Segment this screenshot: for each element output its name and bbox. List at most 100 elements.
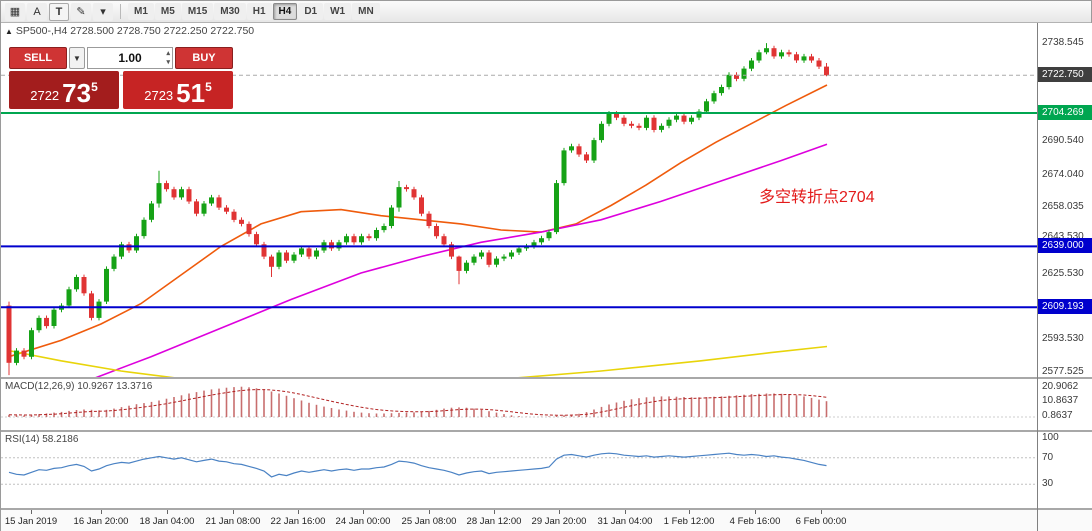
price-axis-rsi: 100 70 30 (1038, 432, 1092, 508)
sell-price-tile[interactable]: 2722 73 5 (9, 71, 119, 109)
time-axis-tick (31, 510, 32, 514)
volume-input[interactable]: 1.00 ▴ ▾ (87, 47, 173, 69)
buy-price-small: 2723 (144, 88, 174, 103)
rsi-label: RSI(14) 58.2186 (5, 434, 79, 445)
time-axis-tick (167, 510, 168, 514)
panel-separator[interactable] (1, 508, 1037, 510)
timeframe-button-m5[interactable]: M5 (154, 3, 181, 20)
timeframe-button-mn[interactable]: MN (352, 3, 380, 20)
order-type-caret-icon[interactable]: ▼ (69, 47, 85, 69)
chart-content: ▲ SP500-,H4 2728.500 2728.750 2722.250 27… (1, 23, 1092, 531)
macd-axis-label: 10.8637 (1042, 395, 1079, 407)
time-axis-label: 24 Jan 00:00 (335, 516, 391, 527)
ma-slow-magenta (95, 143, 828, 377)
panel-separator[interactable] (1, 377, 1037, 379)
time-axis-label: 21 Jan 08:00 (205, 516, 261, 527)
macd-label: MACD(12,26,9) 10.9267 13.3716 (5, 381, 153, 392)
volume-stepper[interactable]: ▴ ▾ (166, 49, 170, 67)
toolbar-icons: ▦ A T ✎ ▾ (5, 2, 113, 21)
time-axis-tick (101, 510, 102, 514)
chart-text-annotation[interactable]: 多空转折点2704 (759, 189, 875, 206)
stepper-down-icon[interactable]: ▾ (166, 59, 170, 66)
rsi-axis-label: 100 (1042, 432, 1059, 443)
buy-price-tile[interactable]: 2723 51 5 (123, 71, 233, 109)
macd-axis-label: 0.8637 (1042, 409, 1073, 421)
time-axis-tick (233, 510, 234, 514)
draw-tools-caret-icon[interactable]: ▾ (93, 2, 113, 21)
price-axis-badge: 2639.000 (1038, 238, 1092, 254)
timeframe-button-d1[interactable]: D1 (298, 3, 324, 20)
price-axis-column: 2738.545 2690.540 2674.040 2658.035 2643.530… (1037, 23, 1092, 531)
one-click-trade-panel: SELL ▼ 1.00 ▴ ▾ BUY 2722 (9, 47, 233, 109)
sell-button[interactable]: SELL (9, 47, 67, 69)
ma-fast-orange (8, 84, 828, 358)
time-axis-tick (689, 510, 690, 514)
ma-long-yellow (8, 345, 828, 377)
axis-separator (1038, 377, 1092, 379)
price-axis-label: 2674.040 (1042, 168, 1084, 180)
timeframe-button-h4[interactable]: H4 (272, 3, 298, 20)
draw-tools-icon[interactable]: ✎ (71, 2, 91, 21)
time-axis-tick (363, 510, 364, 514)
rsi-axis-label: 30 (1042, 478, 1054, 490)
price-axis-label: 2577.525 (1042, 365, 1084, 377)
buy-button[interactable]: BUY (175, 47, 233, 69)
timeframe-button-w1[interactable]: W1 (324, 3, 352, 20)
symbol-ohlc-text: SP500-,H4 2728.500 2728.750 2722.250 272… (15, 25, 255, 37)
collapse-triangle-icon[interactable]: ▲ (5, 27, 13, 36)
text-tool-icon[interactable]: T (49, 2, 69, 21)
macd-axis-label: 20.9062 (1042, 380, 1079, 392)
macd-panel[interactable]: MACD(12,26,9) 10.9267 13.3716 (1, 379, 1037, 430)
timeframe-button-m15[interactable]: M15 (181, 3, 214, 20)
time-axis-label: 15 Jan 2019 (4, 516, 58, 527)
price-axis-label: 2690.540 (1042, 135, 1084, 147)
timeframe-button-m1[interactable]: M1 (128, 3, 154, 20)
toolbar: ▦ A T ✎ ▾ M1 M5 M15 M30 H1 H4 D1 W1 MN (1, 1, 1091, 23)
sell-price-small: 2722 (30, 88, 60, 103)
rsi-panel[interactable]: RSI(14) 58.2186 (1, 432, 1037, 508)
timeframe-button-h1[interactable]: H1 (246, 3, 272, 20)
time-axis-tick (821, 510, 822, 514)
price-axis-main: 2738.545 2690.540 2674.040 2658.035 2643.530… (1038, 23, 1092, 377)
time-axis-label: 16 Jan 20:00 (73, 516, 129, 527)
time-axis-label: 31 Jan 04:00 (597, 516, 653, 527)
chart-window-icon[interactable]: ▦ (5, 2, 25, 21)
axis-separator (1038, 508, 1092, 510)
macd-canvas[interactable] (1, 379, 1037, 430)
time-axis-label: 4 Feb 16:00 (729, 516, 781, 527)
timeframe-bar: M1 M5 M15 M30 H1 H4 D1 W1 MN (128, 3, 380, 20)
main-chart-canvas[interactable] (1, 23, 1037, 377)
chart-symbol-line: ▲ SP500-,H4 2728.500 2728.750 2722.250 27… (5, 25, 254, 37)
time-axis-tick (494, 510, 495, 514)
chart-column: ▲ SP500-,H4 2728.500 2728.750 2722.250 27… (1, 23, 1037, 531)
sell-price-sup: 5 (91, 80, 98, 94)
time-axis-label: 1 Feb 12:00 (663, 516, 715, 527)
time-axis-tick (755, 510, 756, 514)
price-axis-label: 2625.530 (1042, 267, 1084, 279)
time-axis-label: 6 Feb 00:00 (795, 516, 847, 527)
price-axis-badge: 2704.269 (1038, 105, 1092, 121)
axis-corner (1038, 510, 1092, 531)
panel-separator[interactable] (1, 430, 1037, 432)
time-axis-label: 25 Jan 08:00 (401, 516, 457, 527)
axis-separator (1038, 430, 1092, 432)
volume-value: 1.00 (118, 51, 142, 65)
time-axis-label: 22 Jan 16:00 (270, 516, 326, 527)
annotate-a-icon[interactable]: A (27, 2, 47, 21)
time-axis[interactable]: 15 Jan 2019 16 Jan 20:00 18 Jan 04:00 21 Ja… (1, 510, 1037, 531)
stepper-up-icon[interactable]: ▴ (166, 50, 170, 57)
time-axis-tick (429, 510, 430, 514)
sell-price-big: 73 (62, 78, 92, 108)
buy-price-big: 51 (176, 78, 206, 108)
price-axis-macd: 20.9062 10.8637 0.8637 (1038, 379, 1092, 430)
rsi-canvas[interactable] (1, 432, 1037, 508)
main-chart-panel[interactable]: ▲ SP500-,H4 2728.500 2728.750 2722.250 27… (1, 23, 1037, 377)
price-axis-badge: 2722.750 (1038, 67, 1092, 83)
rsi-axis-label: 70 (1042, 451, 1054, 463)
price-axis-label: 2643.530 (1042, 231, 1084, 243)
timeframe-button-m30[interactable]: M30 (214, 3, 246, 20)
price-axis-label: 2658.035 (1042, 201, 1084, 213)
time-axis-label: 18 Jan 04:00 (139, 516, 195, 527)
price-axis-label: 2593.530 (1042, 333, 1084, 345)
